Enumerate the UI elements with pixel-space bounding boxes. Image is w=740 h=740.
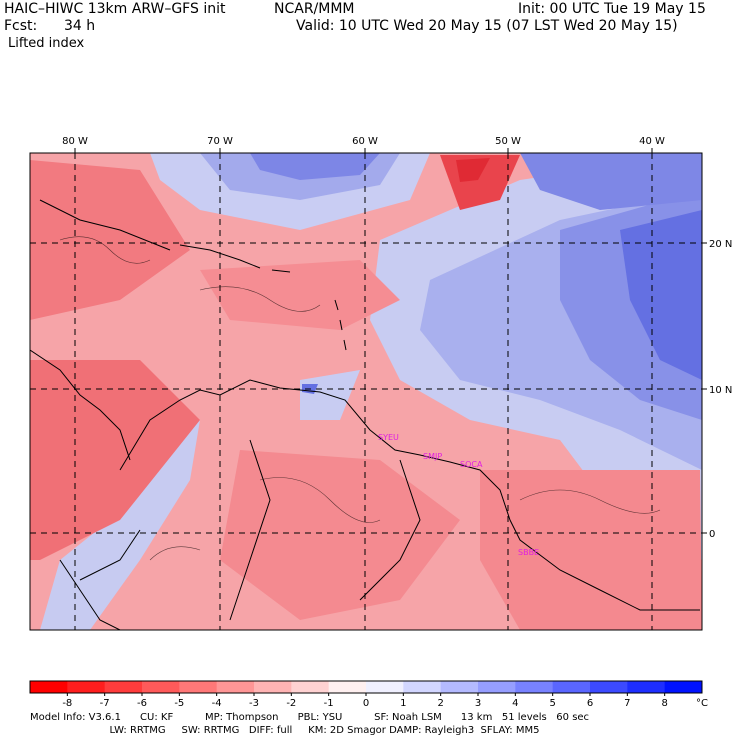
header-fcst-label: Fcst: — [4, 18, 38, 34]
colorbar-segment — [515, 681, 554, 693]
colorbar-segment — [216, 681, 255, 693]
colorbar-segment — [291, 681, 330, 693]
colorbar-segment — [552, 681, 591, 693]
header-valid: Valid: 10 UTC Wed 20 May 15 (07 LST Wed … — [296, 18, 678, 34]
station-label: SBBE — [518, 548, 539, 557]
colorbar-label: 2 — [437, 698, 443, 709]
header-fcst-value: 34 h — [64, 18, 96, 34]
lon-label: 70 W — [207, 136, 233, 147]
colorbar-segment — [67, 681, 106, 693]
shaded-field — [30, 153, 702, 630]
colorbar-segment — [590, 681, 628, 693]
station-label: SYEU — [378, 433, 399, 442]
colorbar-label: -1 — [324, 698, 334, 709]
model-info-line1: Model Info: V3.6.1 CU: KF MP: Thompson P… — [30, 712, 590, 723]
lon-label: 40 W — [639, 136, 665, 147]
field-name: Lifted index — [8, 36, 85, 51]
lon-label: 50 W — [495, 136, 521, 147]
colorbar-label: 0 — [363, 698, 369, 709]
colorbar-segment — [254, 681, 292, 693]
header-title: HAIC–HIWC 13km ARW–GFS init — [4, 1, 226, 17]
colorbar-label: -3 — [249, 698, 259, 709]
colorbar-label: 7 — [624, 698, 630, 709]
colorbar-label: -4 — [212, 698, 222, 709]
colorbar: -8 -7 -6 -5 -4 -3 -2 -1 0 1 2 3 4 5 6 7 8 °C — [29, 680, 708, 709]
colorbar-segment — [664, 681, 703, 693]
colorbar-label: 4 — [512, 698, 518, 709]
station-label: SOCA — [460, 460, 483, 469]
colorbar-segment — [366, 681, 404, 693]
lat-label: 20 N — [709, 239, 732, 250]
colorbar-label: -7 — [100, 698, 110, 709]
lat-label: 0 — [709, 529, 715, 540]
lat-label: 10 N — [709, 385, 732, 396]
lon-label: 60 W — [352, 136, 378, 147]
colorbar-label: -5 — [174, 698, 184, 709]
colorbar-segment — [478, 681, 516, 693]
colorbar-segment — [403, 681, 442, 693]
colorbar-label: -6 — [137, 698, 147, 709]
colorbar-segment — [30, 681, 68, 693]
colorbar-segment — [328, 681, 367, 693]
colorbar-segment — [440, 681, 479, 693]
colorbar-segment — [142, 681, 180, 693]
colorbar-label: 8 — [661, 698, 667, 709]
map-frame — [29, 152, 703, 631]
station-label: SMJP — [423, 452, 442, 461]
colorbar-label: -8 — [62, 698, 72, 709]
colorbar-segment — [627, 681, 666, 693]
colorbar-label: 6 — [587, 698, 593, 709]
model-info-line2: LW: RRTMG SW: RRTMG DIFF: full KM: 2D Sm… — [30, 725, 540, 736]
colorbar-label: 1 — [400, 698, 406, 709]
colorbar-label: -2 — [286, 698, 296, 709]
header-org: NCAR/MMM — [274, 1, 355, 17]
lon-label: 80 W — [62, 136, 88, 147]
colorbar-unit: °C — [696, 698, 708, 709]
colorbar-segment — [179, 681, 218, 693]
colorbar-label: 5 — [549, 698, 555, 709]
colorbar-segment — [104, 681, 143, 693]
colorbar-label: 3 — [475, 698, 481, 709]
graticule — [30, 153, 702, 630]
header-init: Init: 00 UTC Tue 19 May 15 — [518, 1, 706, 17]
